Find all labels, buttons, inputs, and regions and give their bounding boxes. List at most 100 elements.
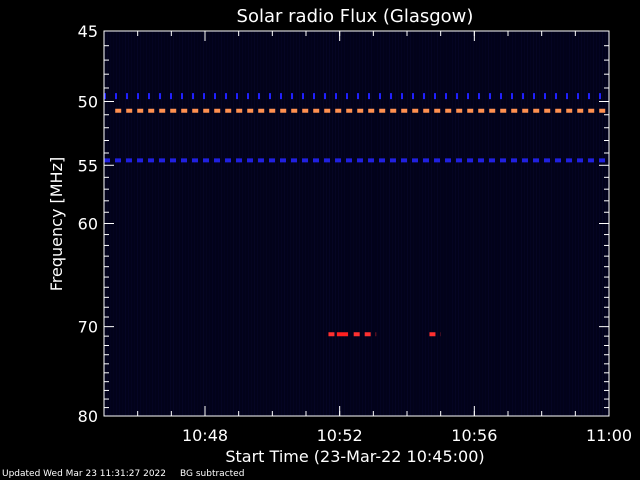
noise-streak bbox=[506, 31, 507, 416]
noise-streak bbox=[125, 31, 126, 416]
noise-streak bbox=[410, 31, 411, 416]
noise-streak bbox=[236, 31, 237, 416]
noise-streak bbox=[122, 31, 123, 416]
noise-streak bbox=[557, 31, 558, 416]
noise-streak bbox=[446, 31, 447, 416]
noise-streak bbox=[260, 31, 261, 416]
noise-streak bbox=[137, 31, 138, 416]
y-tick-label: 70 bbox=[78, 318, 98, 337]
noise-streak bbox=[347, 31, 348, 416]
noise-streak bbox=[350, 31, 351, 416]
noise-streak bbox=[554, 31, 555, 416]
x-tick-label: 10:52 bbox=[317, 426, 363, 445]
updated-timestamp: Updated Wed Mar 23 11:31:27 2022 bbox=[2, 469, 166, 479]
noise-streak bbox=[488, 31, 489, 416]
noise-streak bbox=[119, 31, 120, 416]
noise-streak bbox=[227, 31, 228, 416]
y-tick-label: 60 bbox=[78, 215, 98, 234]
noise-streak bbox=[290, 31, 291, 416]
noise-streak bbox=[434, 31, 435, 416]
noise-streak bbox=[173, 31, 174, 416]
noise-streak bbox=[404, 31, 405, 416]
noise-streak bbox=[431, 31, 432, 416]
noise-streak bbox=[539, 31, 540, 416]
background-noise bbox=[104, 31, 609, 416]
noise-streak bbox=[302, 31, 303, 416]
noise-streak bbox=[395, 31, 396, 416]
noise-streak bbox=[440, 31, 441, 416]
noise-streak bbox=[596, 31, 597, 416]
noise-streak bbox=[416, 31, 417, 416]
noise-streak bbox=[380, 31, 381, 416]
noise-streak bbox=[428, 31, 429, 416]
noise-streak bbox=[197, 31, 198, 416]
noise-streak bbox=[245, 31, 246, 416]
noise-streak bbox=[200, 31, 201, 416]
noise-streak bbox=[383, 31, 384, 416]
noise-streak bbox=[368, 31, 369, 416]
noise-streak bbox=[548, 31, 549, 416]
noise-streak bbox=[443, 31, 444, 416]
noise-streak bbox=[491, 31, 492, 416]
x-tick-label: 10:48 bbox=[182, 426, 228, 445]
noise-streak bbox=[392, 31, 393, 416]
noise-streak bbox=[314, 31, 315, 416]
noise-streak bbox=[458, 31, 459, 416]
noise-streak bbox=[356, 31, 357, 416]
noise-streak bbox=[494, 31, 495, 416]
noise-streak bbox=[164, 31, 165, 416]
noise-streak bbox=[224, 31, 225, 416]
noise-streak bbox=[284, 31, 285, 416]
y-axis-label: Frequency [MHz] bbox=[47, 157, 66, 291]
noise-streak bbox=[560, 31, 561, 416]
noise-streak bbox=[551, 31, 552, 416]
noise-streak bbox=[353, 31, 354, 416]
noise-streak bbox=[248, 31, 249, 416]
noise-streak bbox=[464, 31, 465, 416]
noise-streak bbox=[239, 31, 240, 416]
noise-streak bbox=[170, 31, 171, 416]
noise-streak bbox=[263, 31, 264, 416]
noise-streak bbox=[449, 31, 450, 416]
noise-streak bbox=[590, 31, 591, 416]
noise-streak bbox=[182, 31, 183, 416]
y-tick-label: 50 bbox=[78, 93, 98, 112]
noise-streak bbox=[143, 31, 144, 416]
noise-streak bbox=[485, 31, 486, 416]
noise-streak bbox=[329, 31, 330, 416]
noise-streak bbox=[188, 31, 189, 416]
noise-streak bbox=[191, 31, 192, 416]
noise-streak bbox=[545, 31, 546, 416]
noise-streak bbox=[521, 31, 522, 416]
noise-streak bbox=[581, 31, 582, 416]
noise-streak bbox=[359, 31, 360, 416]
noise-streak bbox=[566, 31, 567, 416]
noise-streak bbox=[584, 31, 585, 416]
noise-streak bbox=[479, 31, 480, 416]
noise-streak bbox=[575, 31, 576, 416]
noise-streak bbox=[311, 31, 312, 416]
noise-streak bbox=[278, 31, 279, 416]
noise-streak bbox=[194, 31, 195, 416]
noise-streak bbox=[209, 31, 210, 416]
noise-streak bbox=[530, 31, 531, 416]
x-axis: 10:48 10:52 10:56 11:00 bbox=[137, 31, 632, 445]
noise-streak bbox=[281, 31, 282, 416]
noise-streak bbox=[572, 31, 573, 416]
noise-streak bbox=[527, 31, 528, 416]
noise-streak bbox=[152, 31, 153, 416]
noise-streak bbox=[293, 31, 294, 416]
noise-streak bbox=[242, 31, 243, 416]
noise-streak bbox=[218, 31, 219, 416]
footer: Updated Wed Mar 23 11:31:27 2022 BG subtr… bbox=[2, 469, 258, 479]
noise-streak bbox=[512, 31, 513, 416]
noise-streak bbox=[413, 31, 414, 416]
noise-streak bbox=[251, 31, 252, 416]
noise-streak bbox=[563, 31, 564, 416]
noise-streak bbox=[326, 31, 327, 416]
noise-streak bbox=[131, 31, 132, 416]
noise-streak bbox=[476, 31, 477, 416]
noise-streak bbox=[335, 31, 336, 416]
y-axis: 45 50 55 60 70 80 bbox=[78, 22, 609, 426]
noise-streak bbox=[452, 31, 453, 416]
